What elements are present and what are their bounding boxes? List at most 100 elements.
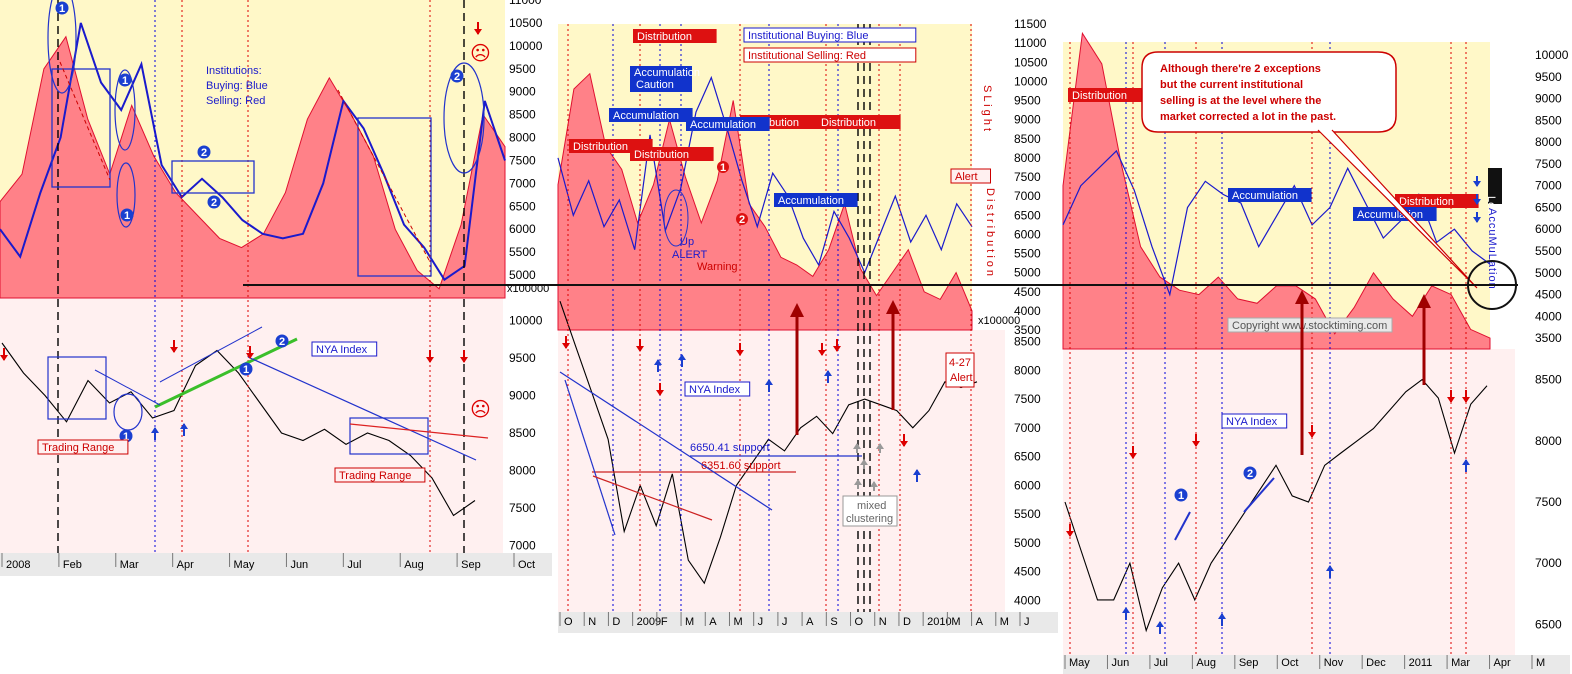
up-arrow-head — [913, 469, 921, 475]
upper-y-tick: 9500 — [1014, 94, 1041, 108]
accumulation-vertical-label: AccuMuLation — [1486, 208, 1498, 290]
marker-number: 1 — [243, 364, 249, 376]
numbered-marker — [1174, 488, 1188, 502]
down-arrow-head — [1447, 397, 1455, 403]
legend-line: Buying: Blue — [206, 80, 268, 92]
distribution-label-box — [1395, 194, 1479, 208]
month-label: Mar — [120, 559, 139, 571]
marker-number: 2 — [211, 197, 217, 209]
highlight-ellipse — [116, 162, 136, 228]
highlight-ellipse — [663, 189, 689, 247]
upper-y-tick: 8000 — [1014, 151, 1041, 165]
nya-index-label: NYA Index — [1226, 416, 1278, 428]
lower-y-tick: 6000 — [1014, 478, 1041, 492]
lower-y-tick: 8000 — [509, 464, 536, 478]
marker-number: 2 — [454, 71, 460, 83]
down-arrow-head — [736, 350, 744, 356]
down-arrow-head — [1066, 531, 1074, 537]
down-arrow-head — [1473, 217, 1481, 223]
down-arrow-head — [474, 29, 482, 35]
nya-index-label: NYA Index — [689, 384, 741, 396]
x-axis-strip — [558, 612, 1058, 633]
distribution-label-box — [630, 147, 714, 161]
down-arrow-head — [1192, 441, 1200, 447]
accumulation-label: Accumulation — [690, 119, 756, 131]
copyright-label: Copyright www.stocktiming.com — [1232, 320, 1387, 332]
trend-line — [564, 379, 616, 536]
up-arrow-head — [151, 427, 159, 433]
upper-y-tick: 8500 — [1535, 113, 1562, 127]
upper-y-tick: 4500 — [1014, 285, 1041, 299]
lower-y-tick: 7500 — [1535, 495, 1562, 509]
upper-y-tick: 10000 — [1014, 74, 1048, 88]
panel-2009: 3500 4000 4500 5000 5500 6000 6500 7000 7500 8000… — [557, 17, 1058, 633]
upper-y-tick: 7000 — [509, 176, 536, 190]
upper-y-tick: 10000 — [509, 39, 543, 53]
down-arrow-head — [426, 357, 434, 363]
up-arrow-head — [853, 443, 861, 449]
range-box — [47, 356, 107, 420]
lower-y-tick: 6500 — [1014, 450, 1041, 464]
month-label: M — [733, 616, 742, 628]
accumulation-label-box — [774, 193, 858, 207]
down-arrow-head — [1473, 199, 1481, 205]
upper-y-tick: 6000 — [1535, 222, 1562, 236]
up-arrow-head — [870, 481, 878, 487]
upper-y-tick: 7500 — [1535, 157, 1562, 171]
lower-y-tick: 8500 — [509, 426, 536, 440]
marker-number: 1 — [124, 210, 130, 222]
up-arrow-head — [678, 354, 686, 360]
lower-y-tick: 7500 — [1014, 392, 1041, 406]
upper-y-tick: 11500 — [1014, 17, 1047, 31]
upper-y-tick: 5500 — [509, 245, 536, 259]
trend-line — [159, 326, 263, 383]
upper-y-tick: 4000 — [1014, 304, 1041, 318]
range-box — [51, 68, 111, 188]
alert-label: Alert — [955, 171, 978, 183]
accumulation-label: Accumulation — [778, 195, 844, 207]
distribution-label: Distribution — [637, 31, 692, 43]
legend-buying: Institutional Buying: Blue — [748, 30, 868, 42]
marker-number: 2 — [279, 336, 285, 348]
lower-y-tick: 5000 — [1014, 536, 1041, 550]
distribution-label: Distribution — [573, 141, 628, 153]
down-arrow-head — [1462, 397, 1470, 403]
trend-line — [1174, 511, 1191, 541]
month-label: J — [758, 616, 764, 628]
accumulation-label-box — [609, 108, 693, 122]
lower-y-tick: 4500 — [1014, 565, 1041, 579]
distribution-label: Distribution — [1399, 196, 1454, 208]
upper-y-tick: 5500 — [1014, 247, 1041, 261]
upper-y-tick: 6500 — [1535, 200, 1562, 214]
buying-line — [0, 22, 506, 282]
slight-vertical-label: S L i g h t — [981, 85, 993, 131]
lower-plot-background — [1063, 349, 1515, 655]
highlight-ellipse — [443, 62, 485, 174]
support-trend-line — [154, 337, 298, 409]
distribution-vertical-label: Distribution — [984, 188, 996, 279]
lower-plot-background — [558, 330, 1005, 612]
upper-y-tick: 8500 — [1014, 132, 1041, 146]
lower-y-tick: 10000 — [509, 314, 543, 328]
down-arrow-head — [1129, 453, 1137, 459]
lower-plot-background — [0, 298, 503, 553]
nya-index-label-box — [311, 341, 378, 357]
trend-line — [559, 371, 773, 511]
upper-y-tick: 8000 — [509, 131, 536, 145]
month-label: Aug — [1196, 657, 1216, 669]
mixed-label: mixed — [857, 500, 886, 512]
down-arrow-head — [0, 355, 8, 361]
upper-y-tick: 5500 — [1535, 244, 1562, 258]
lower-y-tick: 8000 — [1014, 363, 1041, 377]
numbered-marker — [119, 429, 133, 443]
numbered-marker — [120, 208, 134, 222]
accumulation-label-box — [1228, 188, 1312, 202]
legend-selling-box — [743, 47, 917, 63]
upper-y-tick: 9500 — [1535, 70, 1562, 84]
trading-range-label: Trading Range — [339, 470, 411, 482]
accumulation-label-box — [1353, 207, 1437, 221]
lower-y-tick: 7000 — [1014, 421, 1041, 435]
upper-y-tick: 11000 — [509, 0, 542, 7]
down-arrow-head — [1473, 181, 1481, 187]
